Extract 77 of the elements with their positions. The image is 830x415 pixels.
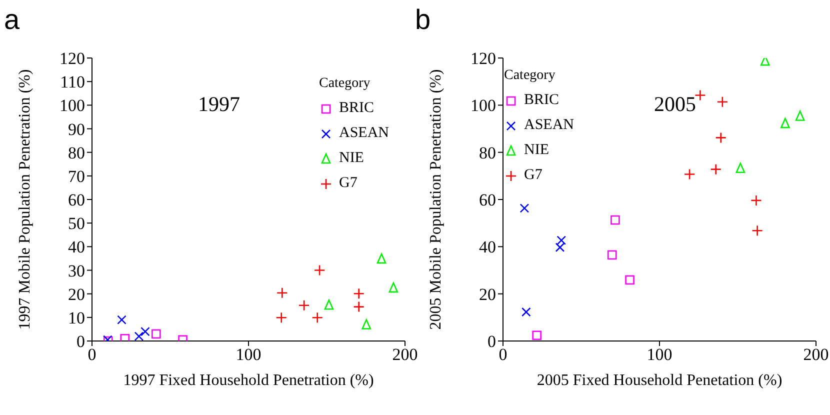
x-axis-title: 2005 Fixed Household Penetation (%) xyxy=(536,372,782,389)
y-tick-label: 120 xyxy=(470,49,496,68)
legend-label: BRIC xyxy=(338,100,374,117)
point xyxy=(117,315,126,324)
point xyxy=(795,110,805,121)
y-tick-label: 40 xyxy=(68,238,85,257)
y-tick-label: 110 xyxy=(60,72,85,92)
y-tick-label: 50 xyxy=(68,214,85,234)
y-axis-title: 2005 Mobile Population Penetration (%) xyxy=(428,69,445,330)
y-tick-label: 30 xyxy=(68,261,85,280)
y-axis-title: 1997 Mobile Population Penetration (%) xyxy=(16,69,34,330)
x-tick-label: 200 xyxy=(392,345,418,364)
y-tick-label: 20 xyxy=(479,284,496,304)
point xyxy=(324,300,334,310)
x-tick-label: 200 xyxy=(803,345,829,364)
y-tick-label: 80 xyxy=(479,143,496,162)
legend-label: ASEAN xyxy=(524,117,574,134)
point xyxy=(388,282,398,293)
legend-label: G7 xyxy=(338,175,358,192)
y-tick-label: 120 xyxy=(60,49,85,68)
y-tick-label: 60 xyxy=(68,190,85,210)
point xyxy=(134,332,144,341)
point xyxy=(120,334,130,341)
point xyxy=(750,194,762,206)
legend-label: ASEAN xyxy=(338,125,389,142)
legend-title: Category xyxy=(318,76,372,92)
x-tick-label: 100 xyxy=(646,345,672,364)
legend-label: BRIC xyxy=(524,92,560,109)
legend-label: NIE xyxy=(338,150,364,167)
point xyxy=(610,215,620,225)
y-tick-label: 100 xyxy=(60,96,85,116)
point xyxy=(520,204,530,213)
point xyxy=(710,164,722,175)
y-tick-label: 0 xyxy=(76,332,85,352)
point xyxy=(694,90,706,101)
point xyxy=(298,300,310,312)
point xyxy=(556,236,566,245)
point xyxy=(522,307,531,317)
point xyxy=(716,96,728,108)
point xyxy=(314,264,326,276)
point xyxy=(276,312,288,324)
y-tick-label: 80 xyxy=(68,143,85,162)
point xyxy=(276,287,288,299)
point xyxy=(760,58,770,66)
point xyxy=(312,312,324,324)
point xyxy=(625,275,634,285)
point xyxy=(715,132,726,144)
y-tick-label: 10 xyxy=(68,308,85,328)
point xyxy=(152,329,161,339)
y-tick-label: 40 xyxy=(479,238,496,257)
point xyxy=(684,168,696,180)
text: 2005 xyxy=(654,92,696,117)
point xyxy=(532,330,542,340)
x-tick-label: 100 xyxy=(236,345,262,364)
point xyxy=(780,118,790,128)
y-tick-label: 100 xyxy=(470,96,496,116)
legend-label: G7 xyxy=(524,167,542,184)
text: b xyxy=(415,4,431,36)
point xyxy=(607,250,617,260)
x-axis-title: 1997 Fixed Household Penetration (%) xyxy=(123,372,374,389)
y-tick-label: 90 xyxy=(68,120,85,139)
legend-label: NIE xyxy=(524,142,549,159)
point xyxy=(736,162,746,174)
point xyxy=(362,319,371,330)
point xyxy=(353,288,364,300)
point xyxy=(140,326,150,336)
legend-title: Category xyxy=(504,68,556,84)
point xyxy=(752,224,763,236)
text: a xyxy=(4,4,20,36)
point xyxy=(353,301,364,312)
y-tick-label: 70 xyxy=(68,166,85,186)
y-tick-label: 0 xyxy=(488,332,496,352)
y-tick-label: 20 xyxy=(68,284,85,304)
point xyxy=(376,253,386,264)
text: 1997 xyxy=(198,92,240,117)
y-tick-label: 60 xyxy=(479,190,496,210)
point xyxy=(555,242,565,252)
